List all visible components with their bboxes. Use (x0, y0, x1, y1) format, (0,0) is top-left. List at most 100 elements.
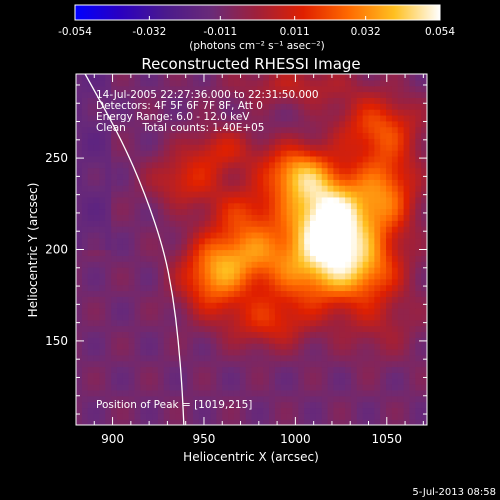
heatmap-cell (204, 267, 212, 274)
heatmap-cell (76, 384, 83, 391)
heatmap-cell (233, 144, 241, 151)
heatmap-cell (111, 348, 118, 356)
heatmap-cell (274, 302, 282, 309)
heatmap-cell (362, 313, 370, 321)
heatmap-cell (233, 290, 241, 297)
heatmap-cell (140, 366, 147, 373)
heatmap-cell (157, 220, 165, 227)
heatmap-cell (409, 348, 416, 356)
heatmap-cell (93, 220, 100, 227)
heatmap-cell (263, 155, 270, 163)
heatmap-cell (374, 343, 381, 350)
heatmap-cell (415, 144, 422, 151)
heatmap-cell (380, 237, 387, 245)
heatmap-cell (116, 226, 124, 233)
heatmap-cell (397, 407, 405, 414)
heatmap-cell (152, 126, 159, 134)
heatmap-cell (233, 103, 241, 110)
heatmap-cell (333, 296, 340, 303)
heatmap-cell (350, 231, 358, 239)
heatmap-cell (333, 202, 340, 210)
heatmap-cell (152, 267, 159, 274)
heatmap-cell (397, 91, 405, 98)
heatmap-cell (321, 185, 329, 192)
heatmap-cell (356, 267, 364, 274)
heatmap-cell (327, 126, 334, 134)
heatmap-cell (169, 337, 177, 344)
heatmap-cell (298, 290, 305, 297)
y-axis-label: Heliocentric Y (arcsec) (26, 183, 40, 318)
heatmap-cell (204, 325, 212, 332)
heatmap-cell (157, 272, 165, 280)
heatmap-cell (380, 126, 387, 134)
heatmap-cell (286, 261, 294, 268)
heatmap-cell (245, 296, 253, 303)
heatmap-cell (286, 191, 294, 198)
heatmap-cell (157, 343, 165, 350)
heatmap-cell (93, 302, 100, 309)
heatmap-cell (292, 214, 299, 221)
heatmap-cell (152, 179, 159, 186)
heatmap-cell (380, 196, 387, 204)
heatmap-cell (198, 366, 206, 373)
heatmap-cell (175, 185, 182, 192)
heatmap-cell (339, 196, 346, 204)
heatmap-cell (175, 202, 182, 210)
heatmap-cell (157, 395, 165, 403)
heatmap-cell (210, 120, 217, 128)
heatmap-cell (251, 401, 258, 409)
heatmap-cell (350, 319, 358, 327)
heatmap-cell (409, 366, 416, 373)
heatmap-cell (210, 126, 217, 134)
heatmap-cell (99, 360, 106, 368)
heatmap-cell (163, 132, 171, 139)
heatmap-cell (280, 313, 288, 321)
heatmap-cell (157, 120, 165, 128)
heatmap-cell (87, 226, 95, 233)
heatmap-cell (87, 348, 95, 356)
heatmap-cell (140, 296, 147, 303)
heatmap-cell (292, 413, 299, 420)
heatmap-cell (263, 109, 270, 116)
heatmap-cell (81, 91, 89, 98)
heatmap-cell (105, 360, 112, 368)
heatmap-cell (111, 237, 118, 245)
heatmap-cell (233, 74, 241, 81)
heatmap-cell (315, 313, 323, 321)
heatmap-cell (421, 354, 427, 362)
heatmap-cell (93, 378, 100, 385)
heatmap-cell (391, 144, 399, 151)
heatmap-cell (368, 214, 375, 221)
heatmap-cell (175, 114, 182, 122)
heatmap-cell (239, 261, 247, 268)
heatmap-cell (216, 120, 223, 128)
heatmap-cell (99, 167, 106, 175)
heatmap-cell (380, 378, 387, 385)
heatmap-cell (87, 255, 95, 262)
heatmap-cell (116, 343, 124, 350)
heatmap-cell (245, 272, 253, 280)
heatmap-cell (210, 407, 217, 414)
heatmap-cell (298, 395, 305, 403)
heatmap-cell (222, 155, 229, 163)
heatmap-cell (152, 214, 159, 221)
heatmap-cell (128, 85, 136, 93)
heatmap-cell (198, 384, 206, 391)
heatmap-cell (152, 144, 159, 151)
heatmap-cell (157, 109, 165, 116)
heatmap-cell (193, 372, 200, 379)
heatmap-cell (280, 278, 288, 286)
heatmap-cell (345, 384, 352, 391)
heatmap-cell (263, 331, 270, 338)
heatmap-cell (169, 325, 177, 332)
heatmap-cell (210, 155, 217, 163)
heatmap-cell (216, 243, 223, 251)
heatmap-cell (122, 296, 130, 303)
heatmap-cell (292, 278, 299, 286)
heatmap-cell (386, 167, 393, 175)
heatmap-cell (391, 419, 399, 425)
heatmap-cell (76, 413, 83, 420)
heatmap-cell (321, 337, 329, 344)
heatmap-cell (310, 138, 317, 145)
heatmap-cell (93, 284, 100, 292)
